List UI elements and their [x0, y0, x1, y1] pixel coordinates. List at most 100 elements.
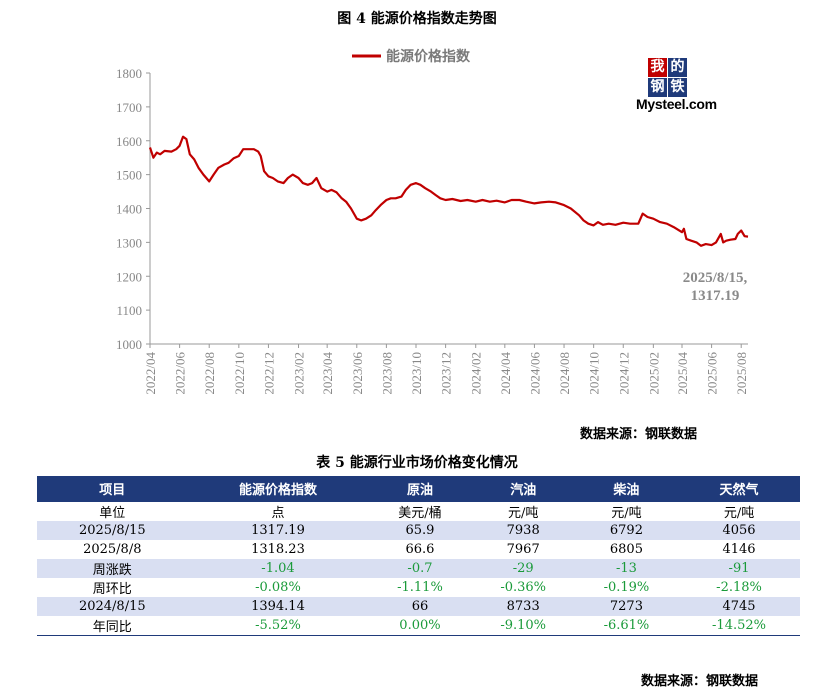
- mysteel-logo: 我 的 钢 铁 Mysteel.com: [636, 58, 736, 114]
- x-tick-label: 2023/10: [409, 352, 424, 395]
- line-chart: 1000 1100 1200 1300 1400 1500 1600 1700 1800 2022…: [116, 48, 749, 395]
- x-tick-label: 2022/10: [232, 352, 247, 395]
- table-cell: 4146: [722, 542, 756, 557]
- legend-label: 能源价格指数: [386, 48, 471, 65]
- x-tick-label: 2025/08: [734, 352, 749, 395]
- y-tick-label: 1100: [116, 303, 142, 318]
- table-cell: 7967: [506, 542, 540, 557]
- y-tick-label: 1700: [116, 100, 142, 115]
- table-cell: 1318.23: [251, 542, 305, 557]
- table-cell: 年同比: [37, 616, 188, 636]
- x-tick-label: 2025/06: [705, 352, 720, 395]
- table-cell: 1317.19: [187, 521, 369, 540]
- table-cell: 2025/8/15: [37, 521, 188, 540]
- table-cell: 元/吨: [611, 506, 642, 521]
- table-cell: 4056: [678, 521, 800, 540]
- series-line: [148, 135, 749, 247]
- logo-char: 铁: [668, 78, 687, 97]
- chart-source: 数据来源：钢联数据: [580, 427, 698, 442]
- table-cell: 2024/8/15: [37, 597, 188, 616]
- table-cell: 6792: [574, 521, 679, 540]
- table-cell: -91: [678, 559, 800, 578]
- x-tick-label: 2023/02: [292, 352, 307, 395]
- table-cell: 单位: [99, 506, 126, 521]
- table-cell: 6805: [609, 542, 643, 557]
- table-cell: -6.61%: [574, 616, 679, 636]
- x-tick-label: 2024/04: [498, 352, 513, 395]
- data-label: 2025/8/15,: [683, 270, 748, 286]
- table-cell: 2025/8/8: [83, 542, 142, 557]
- table-title: 表 5 能源行业市场价格变化情况: [316, 455, 518, 471]
- table-source: 数据来源：钢联数据: [641, 674, 759, 689]
- table-cell: -1.04: [187, 559, 369, 578]
- table-cell: -0.7: [368, 559, 472, 578]
- table-row: 单位 点 美元/桶 元/吨 元/吨 元/吨: [37, 501, 800, 521]
- table-cell: 8733: [471, 597, 575, 616]
- logo-text: Mysteel.com: [636, 96, 717, 112]
- data-label: 1317.19: [691, 288, 740, 304]
- table-cell: 美元/桶: [398, 506, 442, 521]
- table-cell: 7938: [471, 521, 575, 540]
- table-cell: 66: [368, 597, 472, 616]
- table-cell: 元/吨: [508, 506, 539, 521]
- table-cell: 0.00%: [368, 616, 472, 636]
- x-tick-label: 2024/06: [527, 352, 542, 395]
- y-tick-label: 1600: [116, 134, 142, 149]
- table-cell: -13: [574, 559, 679, 578]
- table-row: 2024/8/15 1394.14 66 8733 7273 4745: [37, 597, 800, 616]
- y-tick-label: 1000: [116, 337, 142, 352]
- y-tick-label: 1300: [116, 235, 142, 250]
- table-header-cell: 项目: [37, 476, 188, 502]
- y-tick-label: 1500: [116, 168, 142, 183]
- table-header-cell: 能源价格指数: [187, 476, 369, 502]
- x-tick-label: 2024/08: [557, 352, 572, 395]
- table-cell: 1394.14: [187, 597, 369, 616]
- chart-title: 图 4 能源价格指数走势图: [337, 11, 497, 27]
- table-cell: -9.10%: [471, 616, 575, 636]
- table-cell: 元/吨: [723, 506, 755, 521]
- table-cell: 周环比: [92, 582, 132, 597]
- x-tick-label: 2022/06: [173, 352, 188, 395]
- table-cell: -14.52%: [678, 616, 800, 636]
- y-tick-label: 1200: [116, 269, 142, 284]
- logo-char: 我: [648, 58, 667, 77]
- table-cell: 点: [271, 506, 285, 521]
- table-row: 周涨跌 -1.04 -0.7 -29 -13 -91: [37, 559, 800, 578]
- table-cell: -0.36%: [500, 580, 547, 595]
- x-tick-label: 2023/06: [350, 352, 365, 395]
- x-tick-label: 2023/08: [379, 352, 394, 395]
- table-header-cell: 柴油: [574, 476, 679, 502]
- table-cell: -0.08%: [255, 580, 301, 595]
- table-header-cell: 汽油: [471, 476, 575, 502]
- table-row: 周环比 -0.08% -1.11% -0.36% -0.19% -2.18%: [37, 578, 800, 597]
- x-tick-label: 2023/12: [439, 352, 454, 395]
- x-tick-label: 2024/02: [469, 352, 484, 395]
- x-tick-label: 2022/04: [143, 352, 158, 395]
- x-tick-label: 2025/02: [646, 352, 661, 395]
- table-header-row: 项目 能源价格指数 原油 汽油 柴油 天然气: [37, 476, 800, 502]
- table-header-cell: 原油: [368, 476, 472, 502]
- x-tick-label: 2023/04: [320, 352, 335, 395]
- table-row: 年同比 -5.52% 0.00% -9.10% -6.61% -14.52%: [37, 616, 800, 636]
- y-tick-label: 1800: [116, 66, 142, 81]
- logo-char: 钢: [648, 78, 667, 97]
- table-cell: -1.11%: [397, 580, 443, 595]
- table-header-cell: 天然气: [678, 476, 800, 502]
- x-tick-label: 2024/12: [616, 352, 631, 395]
- y-tick-label: 1400: [116, 202, 142, 217]
- table-cell: 4745: [678, 597, 800, 616]
- logo-char: 的: [668, 58, 687, 77]
- x-tick-label: 2025/04: [675, 352, 690, 395]
- table-cell: -0.19%: [603, 580, 650, 595]
- table-cell: 65.9: [368, 521, 472, 540]
- table-cell: -2.18%: [716, 580, 762, 595]
- table-row: 2025/8/15 1317.19 65.9 7938 6792 4056: [37, 521, 800, 540]
- table-cell: 周涨跌: [37, 559, 188, 578]
- x-tick-label: 2022/12: [261, 352, 276, 395]
- table-row: 2025/8/8 1318.23 66.6 7967 6805 4146: [37, 540, 800, 559]
- table-cell: 66.6: [405, 542, 435, 557]
- x-tick-label: 2024/10: [587, 352, 602, 395]
- x-tick-label: 2022/08: [202, 352, 217, 395]
- table-cell: -29: [471, 559, 575, 578]
- table-cell: -5.52%: [187, 616, 369, 636]
